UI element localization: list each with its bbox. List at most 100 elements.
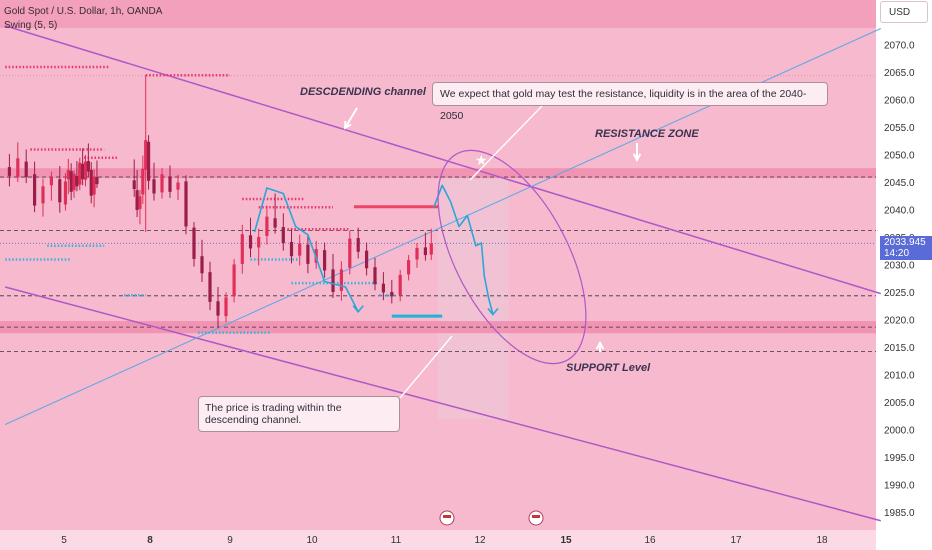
candle-body-21 <box>138 196 142 209</box>
candle-body-19 <box>132 180 136 190</box>
x-tick-16: 16 <box>644 535 656 546</box>
candle-body-39 <box>265 216 269 236</box>
candle-body-56 <box>407 260 411 275</box>
candle-body-35 <box>232 264 236 297</box>
candle-body-7 <box>63 181 68 205</box>
current-price-value: 2033.945 <box>884 237 926 248</box>
candle-body-20 <box>135 190 139 210</box>
support-zone <box>0 321 876 334</box>
time-axis-panel <box>0 530 876 550</box>
candle-body-50 <box>356 238 360 252</box>
candle-body-10 <box>72 173 76 191</box>
channel-arrow-head <box>343 120 352 130</box>
x-tick-8: 8 <box>147 535 153 546</box>
resistance-zone <box>0 168 876 179</box>
bar-countdown: 14:20 <box>884 248 910 259</box>
candle-body-32 <box>208 272 212 302</box>
candle-body-53 <box>381 283 385 293</box>
y-tick-2030: 2030.0 <box>884 261 915 272</box>
candle-body-27 <box>168 176 172 192</box>
channel-arrow-shaft <box>344 107 358 129</box>
y-tick-2015: 2015.0 <box>884 343 915 354</box>
event-flag-stripe-0 <box>443 515 451 518</box>
candle-body-54 <box>390 291 394 297</box>
candle-body-47 <box>331 269 335 292</box>
header-strip <box>0 0 876 28</box>
candle-body-8 <box>66 169 70 180</box>
y-tick-2045: 2045.0 <box>884 178 915 189</box>
candle-body-49 <box>348 238 352 268</box>
y-tick-2025: 2025.0 <box>884 288 915 299</box>
candle-body-15 <box>86 161 90 172</box>
candle-body-0 <box>7 167 11 176</box>
star-icon: ★ <box>475 153 488 169</box>
y-tick-2040: 2040.0 <box>884 206 915 217</box>
y-tick-2060: 2060.0 <box>884 96 915 107</box>
candle-body-31 <box>200 256 204 274</box>
channel-line-lower <box>5 286 881 522</box>
candle-body-14 <box>83 161 88 180</box>
y-tick-2070: 2070.0 <box>884 41 915 52</box>
forecast-projection-path <box>433 184 494 315</box>
candle-body-6 <box>58 179 62 203</box>
candle-body-24 <box>146 141 151 181</box>
callout-top-pointer <box>469 105 543 181</box>
symbol-title: Gold Spot / U.S. Dollar, 1h, OANDA <box>4 6 163 17</box>
event-flag-stripe-1 <box>532 515 540 518</box>
candle-body-28 <box>176 182 180 190</box>
x-tick-5: 5 <box>61 535 67 546</box>
candle-body-55 <box>398 274 402 296</box>
support-arrow-head <box>595 340 605 350</box>
y-tick-2055: 2055.0 <box>884 123 915 134</box>
callout-bottom-pointer <box>399 335 453 399</box>
forecast-projection-arrow <box>487 307 499 316</box>
callout-channel-note: The price is trading within the descendi… <box>198 396 400 432</box>
candle-body-16 <box>89 169 93 196</box>
x-tick-10: 10 <box>306 535 318 546</box>
x-tick-18: 18 <box>816 535 828 546</box>
current-price-tag: 2033.945 14:20 <box>880 236 932 260</box>
candle-body-1 <box>16 158 20 177</box>
y-tick-1995: 1995.0 <box>884 453 915 464</box>
price-axis-panel <box>876 0 932 550</box>
candle-body-48 <box>339 269 343 291</box>
resistance-arrow-head <box>632 153 642 163</box>
candle-body-52 <box>373 267 377 285</box>
y-tick-2000: 2000.0 <box>884 426 915 437</box>
candle-body-38 <box>257 236 261 248</box>
candle-body-29 <box>184 181 188 227</box>
candle-body-40 <box>273 218 277 228</box>
candle-body-46 <box>323 250 327 271</box>
projection-region <box>438 177 509 419</box>
candle-body-36 <box>240 234 244 264</box>
resistance-zone-label: RESISTANCE ZONE <box>595 128 699 140</box>
candle-body-51 <box>365 250 369 269</box>
candle-body-12 <box>78 162 82 185</box>
callout-resistance-note: We expect that gold may test the resista… <box>432 82 828 122</box>
x-tick-12: 12 <box>474 535 486 546</box>
channel-line-upper <box>4 25 882 295</box>
x-tick-11: 11 <box>391 535 402 546</box>
candle-body-3 <box>33 174 37 206</box>
left-projection-arrow <box>352 305 364 313</box>
y-tick-1985: 1985.0 <box>884 508 915 519</box>
candle-body-43 <box>298 243 302 256</box>
candle-body-25 <box>152 179 156 194</box>
candle-body-44 <box>306 244 310 264</box>
candle-body-17 <box>92 176 96 195</box>
indicator-title: Swing (5, 5) <box>4 20 58 31</box>
candle-body-34 <box>224 297 228 317</box>
candle-body-13 <box>81 163 85 180</box>
currency-selector[interactable]: USD <box>880 1 928 23</box>
candle-body-11 <box>75 175 79 187</box>
candle-body-57 <box>415 247 419 260</box>
candle-body-4 <box>41 186 45 204</box>
candle-body-23 <box>144 140 148 170</box>
candle-body-37 <box>248 235 253 249</box>
candle-body-59 <box>429 243 433 255</box>
candle-body-58 <box>423 247 427 256</box>
y-tick-2005: 2005.0 <box>884 398 915 409</box>
y-tick-1990: 1990.0 <box>884 481 915 492</box>
